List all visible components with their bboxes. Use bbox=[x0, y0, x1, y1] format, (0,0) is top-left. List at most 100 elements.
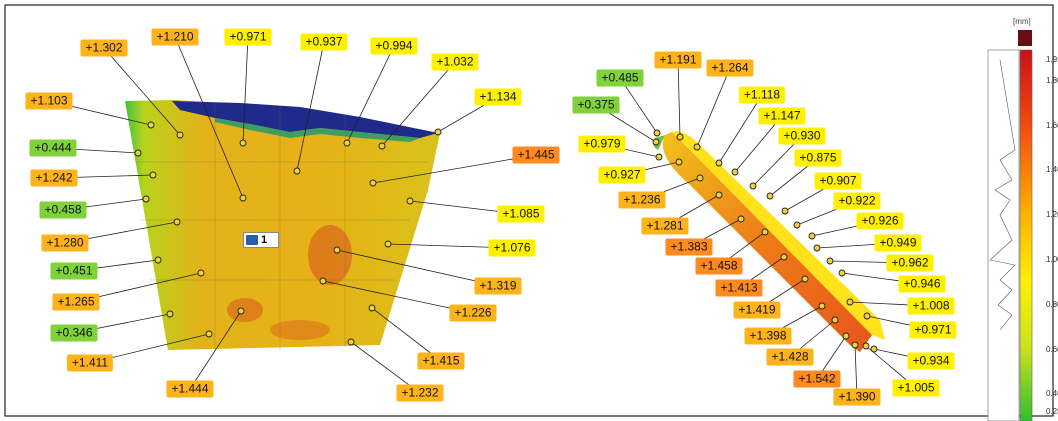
deviation-label[interactable]: +1.383 bbox=[665, 238, 713, 256]
measure-point[interactable] bbox=[781, 207, 789, 215]
measure-point[interactable] bbox=[173, 218, 181, 226]
measure-point[interactable] bbox=[652, 138, 660, 146]
measure-point[interactable] bbox=[293, 167, 301, 175]
deviation-label[interactable]: +0.927 bbox=[598, 166, 646, 184]
measure-point[interactable] bbox=[147, 121, 155, 129]
deviation-label[interactable]: +1.147 bbox=[758, 107, 806, 125]
deviation-label[interactable]: +0.451 bbox=[50, 262, 98, 280]
measure-point[interactable] bbox=[693, 143, 701, 151]
measure-point[interactable] bbox=[239, 139, 247, 147]
measure-point[interactable] bbox=[731, 168, 739, 176]
deviation-label[interactable]: +0.930 bbox=[778, 127, 826, 145]
measure-point[interactable] bbox=[205, 330, 213, 338]
deviation-label[interactable]: +1.191 bbox=[654, 51, 702, 69]
measure-point[interactable] bbox=[384, 240, 392, 248]
deviation-label[interactable]: +1.005 bbox=[892, 379, 940, 397]
deviation-label[interactable]: +0.375 bbox=[572, 96, 620, 114]
deviation-label[interactable]: +0.346 bbox=[50, 324, 98, 342]
deviation-label[interactable]: +0.971 bbox=[909, 321, 957, 339]
measure-point[interactable] bbox=[737, 215, 745, 223]
measure-point[interactable] bbox=[369, 179, 377, 187]
measure-point[interactable] bbox=[378, 142, 386, 150]
deviation-label[interactable]: +0.937 bbox=[300, 33, 348, 51]
deviation-label[interactable]: +1.413 bbox=[715, 279, 763, 297]
measure-point[interactable] bbox=[347, 338, 355, 346]
deviation-label[interactable]: +1.264 bbox=[706, 59, 754, 77]
measure-point[interactable] bbox=[653, 129, 661, 137]
measure-point[interactable] bbox=[655, 153, 663, 161]
deviation-label[interactable]: +1.118 bbox=[738, 86, 786, 104]
measure-point[interactable] bbox=[239, 194, 247, 202]
measure-point[interactable] bbox=[831, 316, 839, 324]
deviation-label[interactable]: +0.907 bbox=[814, 172, 862, 190]
measure-point[interactable] bbox=[319, 277, 327, 285]
deviation-label[interactable]: +1.419 bbox=[733, 301, 781, 319]
measure-point[interactable] bbox=[842, 332, 850, 340]
measure-point[interactable] bbox=[149, 171, 157, 179]
measure-point[interactable] bbox=[715, 191, 723, 199]
annotation-tag[interactable]: 1 bbox=[243, 232, 279, 248]
deviation-label[interactable]: +1.281 bbox=[641, 217, 689, 235]
measure-point[interactable] bbox=[675, 158, 683, 166]
deviation-label[interactable]: +0.926 bbox=[856, 212, 904, 230]
measure-point[interactable] bbox=[237, 307, 245, 315]
measure-point[interactable] bbox=[766, 192, 774, 200]
measure-point[interactable] bbox=[862, 342, 870, 350]
measure-point[interactable] bbox=[176, 131, 184, 139]
measure-point[interactable] bbox=[793, 221, 801, 229]
measure-point[interactable] bbox=[368, 304, 376, 312]
measure-point[interactable] bbox=[813, 244, 821, 252]
deviation-label[interactable]: +1.134 bbox=[474, 88, 522, 106]
deviation-label[interactable]: +1.458 bbox=[695, 257, 743, 275]
deviation-label[interactable]: +0.979 bbox=[578, 135, 626, 153]
deviation-label[interactable]: +1.265 bbox=[52, 293, 100, 311]
measure-point[interactable] bbox=[406, 197, 414, 205]
measure-point[interactable] bbox=[142, 195, 150, 203]
measure-point[interactable] bbox=[134, 149, 142, 157]
measure-point[interactable] bbox=[166, 310, 174, 318]
measure-point[interactable] bbox=[808, 232, 816, 240]
measure-point[interactable] bbox=[696, 174, 704, 182]
measure-point[interactable] bbox=[333, 246, 341, 254]
deviation-label[interactable]: +0.922 bbox=[833, 192, 881, 210]
deviation-label[interactable]: +0.458 bbox=[39, 201, 87, 219]
deviation-label[interactable]: +1.319 bbox=[474, 277, 522, 295]
measure-point[interactable] bbox=[676, 133, 684, 141]
deviation-label[interactable]: +0.962 bbox=[886, 254, 934, 272]
deviation-label[interactable]: +1.032 bbox=[431, 53, 479, 71]
deviation-label[interactable]: +1.542 bbox=[793, 370, 841, 388]
deviation-label[interactable]: +1.302 bbox=[80, 39, 128, 57]
measure-point[interactable] bbox=[851, 341, 859, 349]
measure-point[interactable] bbox=[863, 312, 871, 320]
deviation-label[interactable]: +1.103 bbox=[25, 92, 73, 110]
deviation-label[interactable]: +1.008 bbox=[907, 297, 955, 315]
measure-point[interactable] bbox=[780, 253, 788, 261]
deviation-label[interactable]: +0.934 bbox=[907, 352, 955, 370]
deviation-label[interactable]: +1.280 bbox=[41, 234, 89, 252]
deviation-label[interactable]: +1.390 bbox=[833, 388, 881, 406]
measure-point[interactable] bbox=[749, 182, 757, 190]
deviation-label[interactable]: +1.398 bbox=[744, 327, 792, 345]
measure-point[interactable] bbox=[715, 159, 723, 167]
measure-point[interactable] bbox=[801, 275, 809, 283]
deviation-label[interactable]: +1.236 bbox=[618, 191, 666, 209]
measure-point[interactable] bbox=[154, 256, 162, 264]
measure-point[interactable] bbox=[818, 302, 826, 310]
measure-point[interactable] bbox=[197, 269, 205, 277]
deviation-label[interactable]: +1.076 bbox=[488, 239, 536, 257]
deviation-label[interactable]: +1.085 bbox=[497, 205, 545, 223]
deviation-label[interactable]: +1.226 bbox=[449, 304, 497, 322]
deviation-label[interactable]: +0.875 bbox=[794, 149, 842, 167]
deviation-label[interactable]: +0.946 bbox=[898, 275, 946, 293]
measure-point[interactable] bbox=[870, 345, 878, 353]
deviation-label[interactable]: +1.445 bbox=[512, 146, 560, 164]
measure-point[interactable] bbox=[826, 257, 834, 265]
measure-point[interactable] bbox=[846, 298, 854, 306]
measure-point[interactable] bbox=[838, 269, 846, 277]
deviation-label[interactable]: +0.971 bbox=[224, 28, 272, 46]
measure-point[interactable] bbox=[434, 128, 442, 136]
measure-point[interactable] bbox=[343, 139, 351, 147]
deviation-label[interactable]: +0.949 bbox=[874, 234, 922, 252]
deviation-label[interactable]: +1.428 bbox=[766, 348, 814, 366]
measure-point[interactable] bbox=[761, 228, 769, 236]
